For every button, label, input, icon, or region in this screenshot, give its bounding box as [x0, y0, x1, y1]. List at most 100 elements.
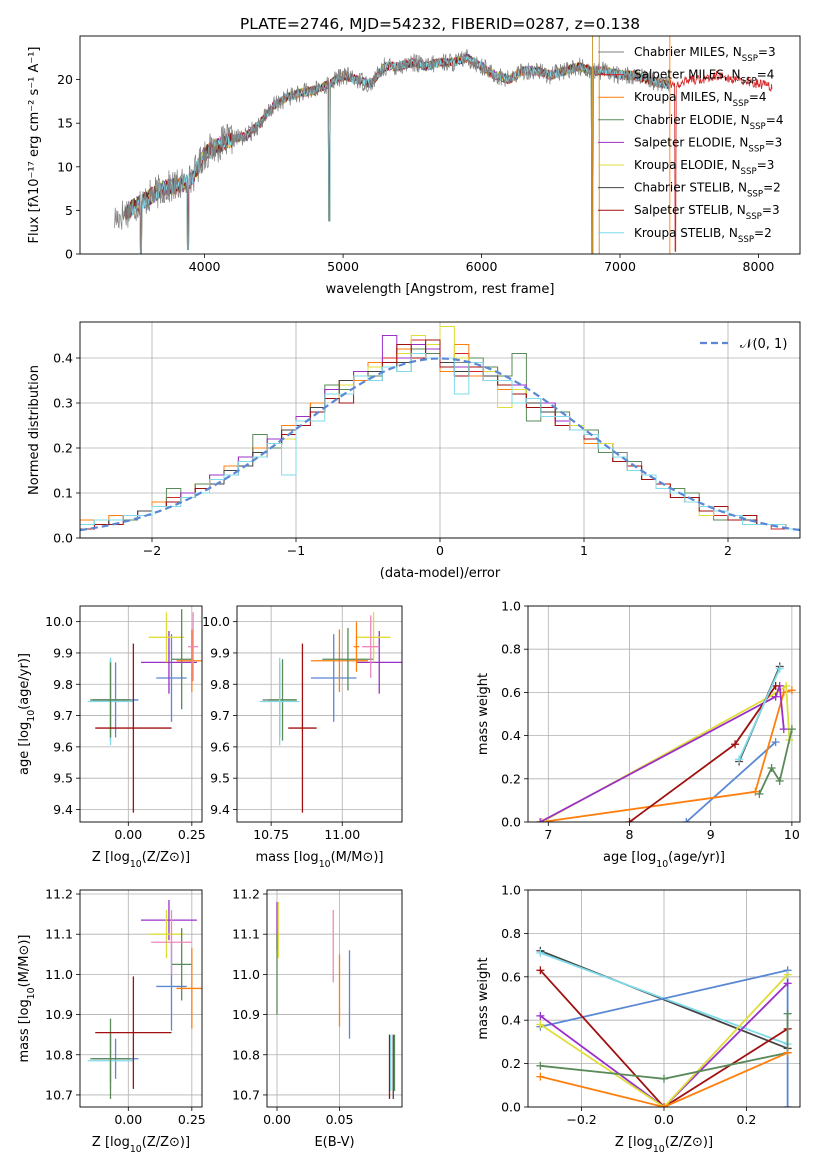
weight-marker — [767, 764, 776, 772]
y-tick-label: 9.5 — [53, 771, 73, 786]
legend-entry-label: Chabrier MILES, NSSP=3 — [634, 45, 776, 64]
weight-marker — [771, 692, 780, 701]
weight-marker — [536, 1072, 545, 1081]
errorbar-point — [310, 629, 368, 693]
errorbar-point — [148, 612, 185, 663]
axes-frame — [79, 605, 203, 823]
spectrum-lines — [114, 36, 773, 254]
y-axis-label: Flux [fλ10⁻¹⁷ erg cm⁻² s⁻¹ A⁻¹] — [27, 47, 42, 244]
legend-entry-label-subscript: SSP — [748, 144, 764, 154]
y-tick-label: 0.2 — [53, 441, 73, 456]
y-tick-label: 10.8 — [45, 1047, 73, 1062]
mass-weight-vs-age-chart: 7 8 9 10 0.0 0.2 0.4 0.6 0.8 1.0 age [log10(age/yr… — [476, 599, 801, 870]
y-axis-label: Normed distribution — [27, 365, 42, 495]
y-tick-label: 0.3 — [53, 396, 73, 411]
y-tick-label: 10.7 — [45, 1087, 73, 1102]
y-tick-label: 1.0 — [501, 599, 521, 614]
weight-series-line — [539, 973, 789, 1107]
weight-series-line — [685, 741, 777, 822]
x-axis-label: Z [log10(Z/Z⊙)] — [615, 1135, 713, 1155]
x-tick-label: −1 — [287, 543, 305, 558]
legend-entry-label-subscript: SSP — [747, 190, 763, 200]
x-tick-label: 7000 — [604, 259, 636, 274]
axes-frame — [266, 889, 403, 1108]
y-tick-label: 0.6 — [501, 969, 521, 984]
y-tick-label: 9.6 — [210, 739, 230, 754]
x-tick-label: 10 — [784, 827, 800, 842]
weight-series-line — [539, 982, 789, 1107]
x-tick-label: 0.0 — [654, 1112, 674, 1127]
legend-entry-label: Kroupa STELIB, NSSP=2 — [634, 226, 772, 245]
x-tick-label: 9 — [707, 827, 715, 842]
weight-series-line — [758, 728, 793, 795]
errorbar-point — [353, 621, 360, 672]
legend-entry-label-subscript: SSP — [741, 167, 757, 177]
x-tick-label: 0.00 — [114, 1112, 142, 1127]
y-tick-label: 9.8 — [210, 677, 230, 692]
x-axis-label-subscript: 10 — [130, 1144, 142, 1155]
y-axis-label-subscript: 10 — [26, 987, 37, 999]
weight-marker — [731, 740, 740, 749]
y-tick-label: 0.4 — [501, 728, 521, 743]
weight-marker — [775, 664, 784, 673]
y-tick-label: 0.4 — [53, 351, 73, 366]
weight-series-line — [540, 949, 788, 1050]
x-axis-label-subscript: 10 — [656, 859, 668, 870]
weight-marker — [537, 818, 546, 822]
y-tick-label: 9.5 — [210, 771, 230, 786]
errorbar-point — [95, 643, 172, 813]
weight-marker — [783, 979, 792, 988]
weight-series-line — [541, 684, 791, 822]
mass-weight-vs-metallicity-chart: −0.2 0.0 0.2 0.0 0.2 0.4 0.6 0.8 1.0 Z [log10(Z/Z… — [476, 883, 801, 1155]
y-tick-label: 0.2 — [501, 1056, 521, 1071]
weight-marker — [787, 686, 796, 695]
y-tick-label: 15 — [57, 116, 73, 131]
legend-entry-label-subscript: SSP — [750, 122, 766, 132]
spectrum-series-line — [125, 54, 670, 252]
x-tick-label: 4000 — [189, 259, 221, 274]
legend-entry-label-subscript: SSP — [741, 77, 757, 87]
weight-marker — [536, 948, 545, 957]
weight-marker — [771, 738, 780, 747]
errorbar-group — [87, 900, 202, 1099]
y-tick-label: 9.7 — [53, 708, 73, 723]
errorbar-point — [141, 900, 197, 941]
x-tick-label: 1 — [580, 543, 588, 558]
legend-entry-label: Kroupa ELODIE, NSSP=3 — [634, 158, 774, 177]
errorbar-point — [141, 631, 197, 694]
y-tick-label: 9.9 — [210, 645, 230, 660]
y-axis-label: mass [log10(M/M⊙)] — [17, 934, 37, 1062]
y-tick-label: 10.0 — [45, 614, 73, 629]
axes-frame — [527, 889, 801, 1108]
errorbar-point — [322, 627, 374, 691]
legend-entry-label: 𝒩(0, 1) — [740, 337, 787, 352]
legend-entry-label: Salpeter ELODIE, NSSP=3 — [634, 135, 782, 154]
y-tick-label: 0.0 — [501, 815, 521, 830]
y-tick-label: 11.0 — [45, 967, 73, 982]
errorbar-point — [362, 615, 380, 678]
y-tick-label: 11.0 — [232, 967, 260, 982]
x-tick-label: −2 — [143, 543, 161, 558]
x-axis-label-subscript: 10 — [653, 1144, 665, 1155]
y-tick-label: 10.0 — [202, 614, 230, 629]
errorbar-point — [151, 910, 192, 975]
errorbar-group — [259, 612, 402, 813]
weight-marker — [536, 1011, 545, 1020]
x-tick-label: 0.00 — [263, 1112, 291, 1127]
axes-frame — [527, 605, 801, 823]
errorbar-point — [171, 928, 192, 1001]
axes-frame — [79, 889, 203, 1108]
errorbar-point — [188, 612, 199, 682]
x-tick-label: 10.75 — [253, 827, 289, 842]
y-tick-label: 0.2 — [501, 771, 521, 786]
axes-frame — [236, 605, 403, 823]
y-tick-label: 0.1 — [53, 486, 73, 501]
errorbar-point — [310, 634, 357, 722]
y-tick-label: 11.1 — [232, 927, 260, 942]
legend-entry-label: Chabrier ELODIE, NSSP=4 — [634, 113, 783, 132]
legend-entry-label: Salpeter STELIB, NSSP=3 — [634, 203, 780, 222]
y-axis-label-subscript: 10 — [26, 710, 37, 722]
x-tick-label: 11.00 — [324, 827, 360, 842]
weight-marker — [771, 681, 780, 690]
y-tick-label: 0.8 — [501, 926, 521, 941]
